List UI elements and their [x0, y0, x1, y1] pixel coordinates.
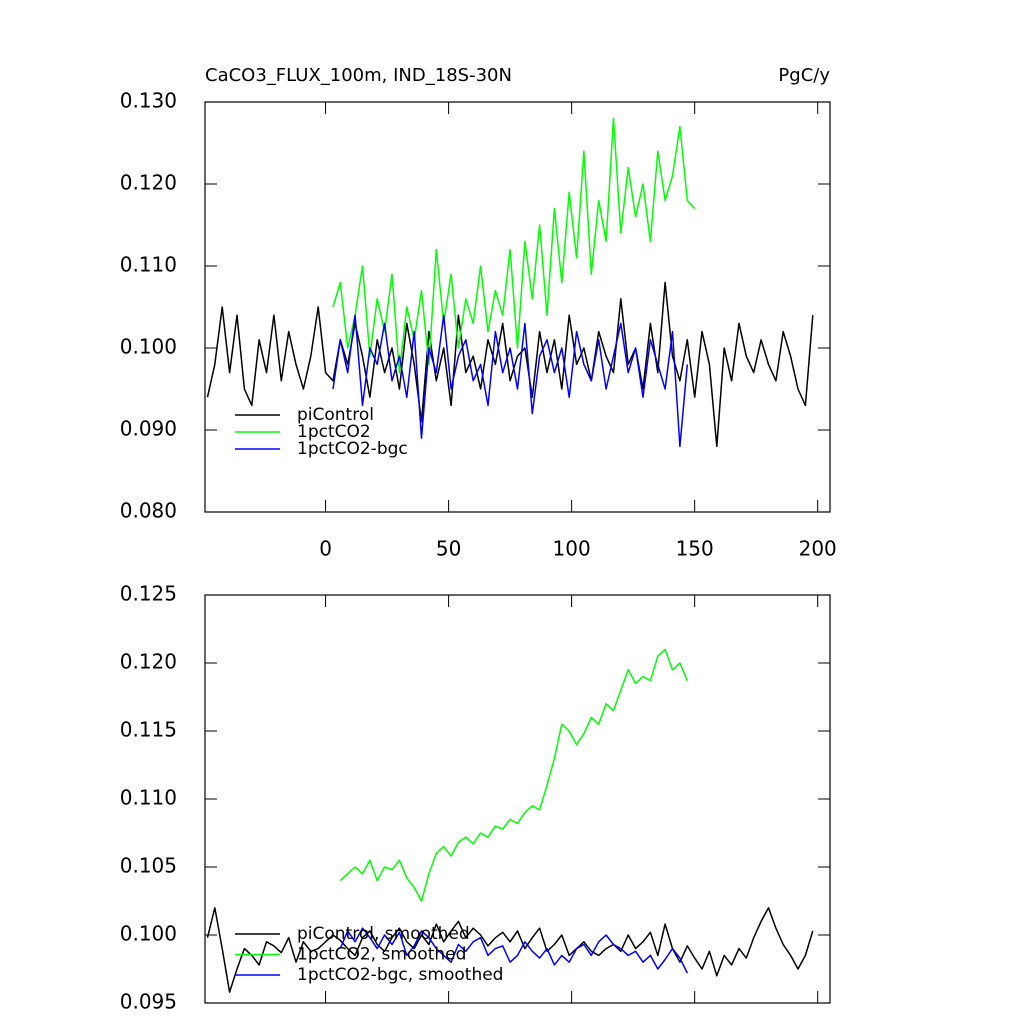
y-tick-label: 0.110	[120, 253, 177, 277]
series-line	[206, 281, 814, 448]
y-tick-label: 0.120	[120, 650, 177, 674]
x-tick-label: 200	[799, 537, 837, 561]
y-tick-label: 0.090	[120, 417, 177, 441]
x-tick-label: 100	[553, 537, 591, 561]
plot-frame	[204, 101, 831, 513]
units-label: PgC/y	[778, 65, 830, 86]
y-tick-label: 0.105	[120, 854, 177, 878]
legend-label: piControl, smoothed	[297, 924, 470, 944]
legend-label: piControl	[297, 405, 374, 425]
chart-title: CaCO3_FLUX_100m, IND_18S-30N	[205, 65, 512, 86]
y-tick-label: 0.115	[120, 718, 177, 742]
x-tick-label: 150	[676, 537, 714, 561]
y-tick-label: 0.120	[120, 171, 177, 195]
legend-label: 1pctCO2	[297, 422, 371, 442]
y-tick-label: 0.125	[120, 582, 177, 606]
x-tick-label: 50	[436, 537, 461, 561]
legend-label: 1pctCO2-bgc	[297, 439, 408, 459]
legend-label: 1pctCO2-bgc, smoothed	[297, 965, 503, 985]
series-line	[332, 314, 689, 448]
y-tick-label: 0.110	[120, 786, 177, 810]
y-tick-label: 0.080	[120, 499, 177, 523]
y-tick-label: 0.100	[120, 922, 177, 946]
y-tick-label: 0.130	[120, 89, 177, 113]
y-tick-label: 0.095	[120, 990, 177, 1014]
series-line	[332, 117, 696, 374]
y-tick-label: 0.100	[120, 335, 177, 359]
series-line	[339, 648, 688, 902]
series-line	[339, 927, 688, 974]
x-tick-label: 0	[319, 537, 332, 561]
series-line	[206, 907, 814, 993]
legend-label: 1pctCO2, smoothed	[297, 945, 466, 965]
